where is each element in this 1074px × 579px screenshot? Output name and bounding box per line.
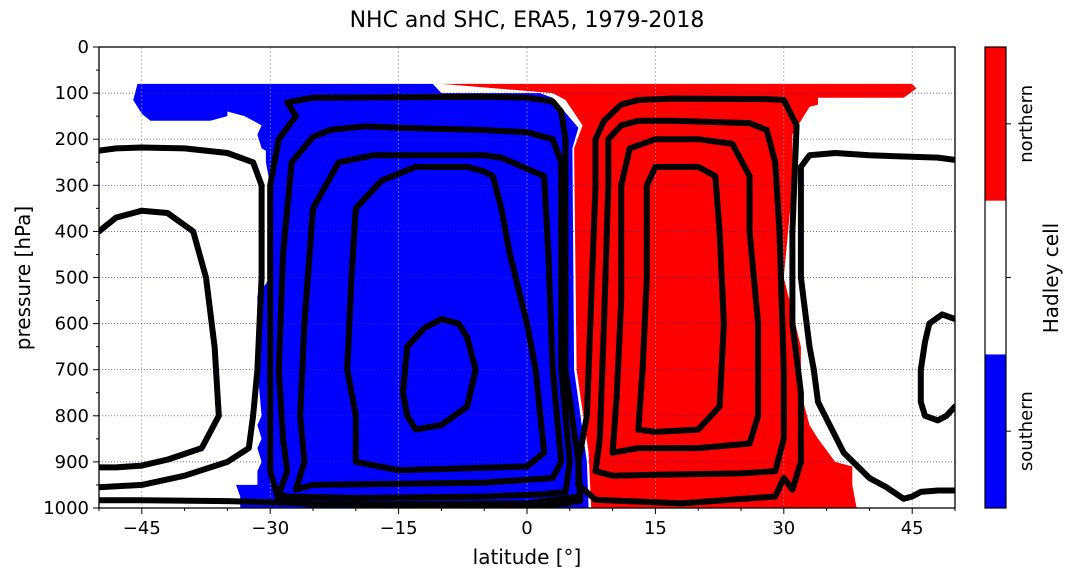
y-tick-label: 300 <box>55 175 89 196</box>
colorbar-frame <box>984 46 1007 509</box>
chart-title: NHC and SHC, ERA5, 1979-2018 <box>350 8 705 33</box>
y-tick-label: 400 <box>55 221 89 242</box>
colorbar-segment <box>985 200 1006 355</box>
colorbar: southern northern <box>984 46 1037 509</box>
x-axis-label: latitude [°] <box>473 545 582 569</box>
y-tick-label: 0 <box>78 37 89 58</box>
x-tick-label: 45 <box>901 518 924 539</box>
x-tick-label: −30 <box>251 518 289 539</box>
contour-line <box>292 152 565 493</box>
y-tick-label: 800 <box>55 406 89 427</box>
contour-line <box>797 150 955 502</box>
x-tick-label: −45 <box>123 518 161 539</box>
contour-line <box>635 163 727 435</box>
y-tick-label: 100 <box>55 83 89 104</box>
contour-line <box>99 207 222 471</box>
y-axis-label: pressure [hPa] <box>11 206 35 350</box>
x-tick-label: 15 <box>644 518 667 539</box>
contour-line <box>609 136 762 456</box>
contour-line <box>99 144 265 491</box>
colorbar-category-label: southern <box>1016 391 1037 471</box>
contour-line <box>575 95 804 507</box>
y-tick-label: 1000 <box>43 498 89 519</box>
plot-area: −45 −30 −15 0 15 30 45 0 100 200 300 400 500 600 700 80… <box>43 37 956 539</box>
contour-line <box>275 123 573 501</box>
contour-line <box>592 117 787 479</box>
axis-ticks: −45 −30 −15 0 15 30 45 0 100 200 300 400 500 600 700 80… <box>43 37 956 539</box>
colorbar-label: Hadley cell <box>1039 223 1063 333</box>
contour-line <box>399 316 479 433</box>
y-tick-label: 700 <box>55 360 89 381</box>
y-tick-label: 500 <box>55 268 89 289</box>
y-tick-label: 600 <box>55 314 89 335</box>
y-tick-label: 200 <box>55 129 89 150</box>
contour-lines <box>99 93 955 508</box>
x-tick-label: 0 <box>521 518 532 539</box>
y-tick-label: 900 <box>55 452 89 473</box>
region-southern <box>133 83 589 508</box>
x-tick-label: 30 <box>772 518 795 539</box>
contour-line <box>344 163 548 474</box>
colorbar-category-label: northern <box>1016 85 1037 163</box>
contour-line <box>352 500 573 508</box>
plot-content <box>99 47 955 508</box>
colorbar-segment <box>985 354 1006 508</box>
colorbar-segment <box>985 47 1006 201</box>
region-northern <box>441 83 917 508</box>
contour-line <box>917 311 955 424</box>
x-tick-label: −15 <box>380 518 418 539</box>
